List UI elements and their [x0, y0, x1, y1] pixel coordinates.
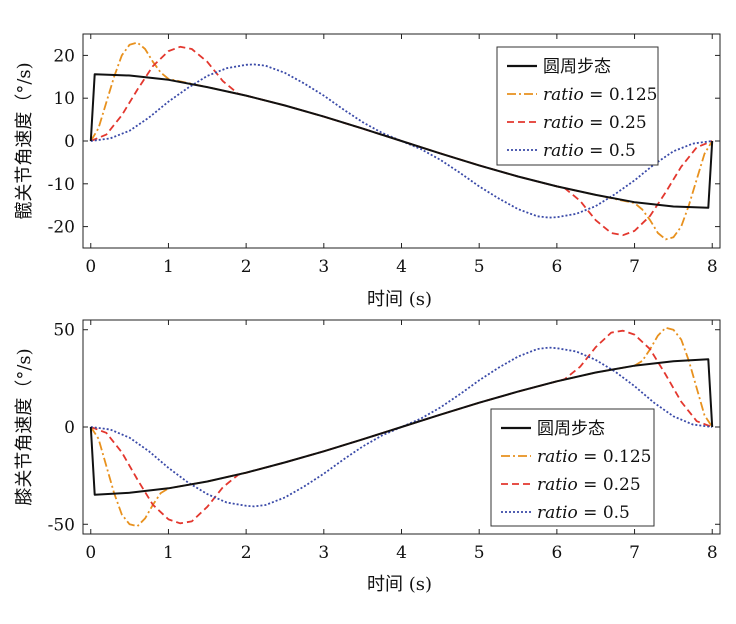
series-line-3 — [90, 346, 713, 508]
x-tick-label: 5 — [474, 543, 485, 563]
y-tick-label: 0 — [64, 418, 75, 438]
y-tick-label: -50 — [48, 515, 75, 535]
x-tick-label: 4 — [396, 257, 407, 277]
y-axis-label: 膝关节角速度（°/s) — [14, 348, 35, 505]
legend-label-value: = 0.125 — [578, 447, 652, 467]
legend-label-ratio: ratio — [537, 475, 578, 495]
x-tick-label: 2 — [241, 257, 252, 277]
legend-label-value: = 0.125 — [584, 85, 658, 105]
legend-label-value: = 0.5 — [578, 503, 630, 523]
knee-velocity-chart: 0 1 2 3 4 5 6 7 8 -50 0 50 时间 (s) 膝关节角速度（°/s) 圆周步态 rati… — [14, 319, 721, 595]
x-tick-label: 3 — [318, 543, 329, 563]
legend-label: ratio = 0.25 — [543, 113, 647, 133]
legend-label: ratio = 0.125 — [543, 85, 658, 105]
legend-label: ratio = 0.25 — [537, 475, 641, 495]
x-tick-label: 4 — [396, 543, 407, 563]
legend-label: ratio = 0.5 — [537, 503, 630, 523]
x-tick-label: 0 — [85, 543, 96, 563]
y-tick-label: 20 — [53, 46, 75, 66]
x-tick-label: 7 — [629, 543, 640, 563]
series-line-2 — [90, 329, 713, 525]
x-axis-label: 时间 (s) — [367, 289, 432, 310]
x-tick-label: 0 — [85, 257, 96, 277]
x-tick-label: 8 — [707, 257, 718, 277]
series-line-3 — [90, 63, 713, 219]
legend-label-ratio: ratio — [543, 85, 584, 105]
y-tick-label: -20 — [48, 218, 75, 238]
legend-label-ratio: ratio — [537, 503, 578, 523]
x-tick-label: 2 — [241, 543, 252, 563]
legend-label-ratio: ratio — [543, 141, 584, 161]
legend-label: ratio = 0.5 — [543, 141, 636, 161]
series-line-1 — [90, 41, 713, 241]
x-tick-label: 5 — [474, 257, 485, 277]
legend-label-ratio: ratio — [537, 447, 578, 467]
legend-label-value: = 0.5 — [584, 141, 636, 161]
y-tick-label: 10 — [53, 89, 75, 109]
x-axis-label: 时间 (s) — [367, 574, 432, 595]
series-line-0 — [89, 73, 714, 209]
x-tick-label: 1 — [163, 543, 174, 563]
x-tick-label: 6 — [551, 543, 562, 563]
legend-label-value: = 0.25 — [584, 113, 647, 133]
series-line-0 — [89, 358, 714, 496]
x-tick-label: 6 — [551, 257, 562, 277]
x-tick-label: 1 — [163, 257, 174, 277]
legend-label: ratio = 0.125 — [537, 447, 652, 467]
legend-label: 圆周步态 — [543, 57, 611, 77]
y-axis-label: 髋关节角速度（°/s) — [14, 62, 35, 219]
legend-label: 圆周步态 — [537, 419, 605, 439]
x-tick-label: 8 — [707, 543, 718, 563]
y-tick-label: 50 — [53, 321, 75, 341]
hip-velocity-chart: 0 1 2 3 4 5 6 7 8 -20 -10 0 10 20 时间 (s) 髋关节角速度（°/s) 圆周步… — [14, 33, 721, 310]
legend-label-ratio: ratio — [543, 113, 584, 133]
legend-label-value: = 0.25 — [578, 475, 641, 495]
x-tick-label: 7 — [629, 257, 640, 277]
x-tick-label: 3 — [318, 257, 329, 277]
y-tick-label: -10 — [48, 175, 75, 195]
y-tick-label: 0 — [64, 132, 75, 152]
